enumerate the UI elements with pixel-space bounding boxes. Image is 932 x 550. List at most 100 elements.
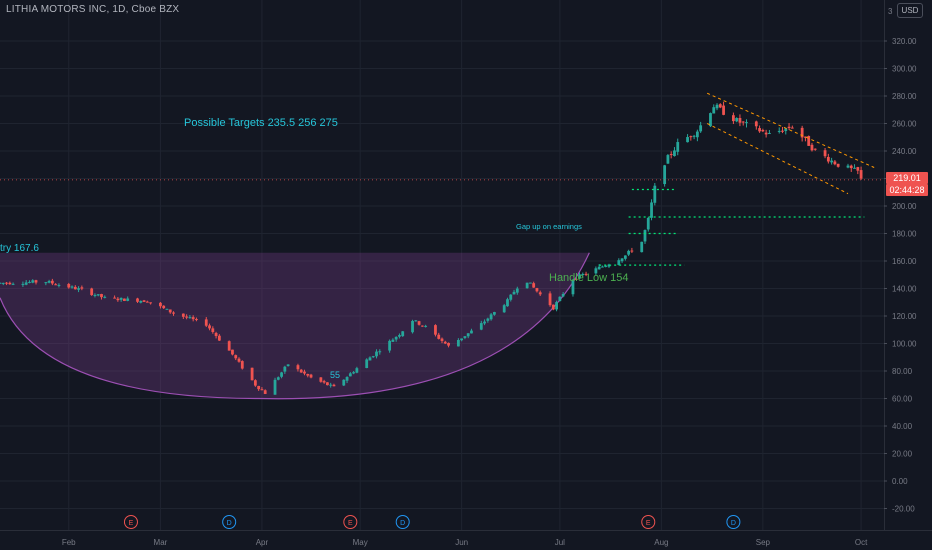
candle-body xyxy=(54,284,58,286)
candle-body xyxy=(309,374,313,378)
candle-body xyxy=(486,318,490,321)
grid xyxy=(0,0,884,530)
candle-body xyxy=(394,336,398,340)
y-tick-label: 100.00 xyxy=(892,340,917,349)
cup-depth-annotation: 55 xyxy=(330,370,340,380)
candle-body xyxy=(686,137,689,143)
candle-body xyxy=(57,284,61,286)
y-tick-label: 180.00 xyxy=(892,230,917,239)
candle-body xyxy=(551,304,555,310)
candles xyxy=(0,101,863,395)
candle-body xyxy=(342,379,346,386)
candle-body xyxy=(689,136,693,138)
candle-body xyxy=(5,282,8,284)
candle-body xyxy=(479,323,483,330)
candle-body xyxy=(738,117,742,123)
candle-body xyxy=(191,317,195,320)
candle-body xyxy=(741,121,745,123)
candle-body xyxy=(50,280,54,284)
event-marker-label: E xyxy=(348,520,353,527)
candle-body xyxy=(830,160,834,163)
candle-body xyxy=(836,163,840,167)
candle-body xyxy=(11,283,15,285)
candle-body xyxy=(532,283,536,288)
candle-body xyxy=(643,230,647,242)
candle-body xyxy=(365,359,369,368)
candle-body xyxy=(195,319,198,321)
candle-body xyxy=(810,144,814,151)
earnings-event-icon xyxy=(641,515,656,529)
candle-body xyxy=(463,336,467,338)
candle-body xyxy=(538,292,542,295)
candle-body xyxy=(512,291,516,295)
candle-body xyxy=(142,300,146,302)
y-tick-label: 80.00 xyxy=(892,367,913,376)
candle-body xyxy=(715,104,719,109)
event-marker-label: D xyxy=(227,520,232,527)
candle-body xyxy=(492,312,496,315)
candle-body xyxy=(764,132,768,135)
candle-body xyxy=(712,107,716,114)
candle-body xyxy=(420,325,424,327)
gap-annotation: Gap up on earnings xyxy=(516,222,582,231)
candle-body xyxy=(329,384,333,386)
candle-body xyxy=(833,161,837,165)
candle-body xyxy=(470,330,473,334)
candle-body xyxy=(34,280,38,283)
candle-body xyxy=(506,299,509,307)
candle-body xyxy=(440,338,444,341)
event-marker-label: D xyxy=(400,520,405,527)
candle-body xyxy=(1,282,5,284)
candle-body xyxy=(604,265,608,267)
candle-body xyxy=(73,286,77,290)
candle-body xyxy=(93,294,97,296)
currency-badge[interactable]: USD xyxy=(897,3,923,18)
candle-body xyxy=(718,104,722,108)
candle-body xyxy=(411,320,414,333)
candle-body xyxy=(846,165,850,168)
y-tick-label: 140.00 xyxy=(892,285,917,294)
candle-body xyxy=(781,130,784,132)
candle-body xyxy=(28,281,31,283)
candle-body xyxy=(286,364,290,367)
candle-body xyxy=(296,365,300,370)
candle-body xyxy=(437,334,441,339)
handle-annotation: Handle Low 154 xyxy=(549,272,629,284)
candle-body xyxy=(181,313,185,317)
candle-body xyxy=(745,122,748,124)
candle-body xyxy=(378,351,382,353)
candle-body xyxy=(303,371,306,374)
candle-body xyxy=(617,260,621,265)
candle-body xyxy=(67,283,71,288)
y-tick-label: 240.00 xyxy=(892,147,917,156)
candle-body xyxy=(260,389,264,391)
candle-body xyxy=(859,170,863,179)
candle-body xyxy=(627,250,631,255)
candle-body xyxy=(319,377,323,382)
candle-body xyxy=(777,130,781,132)
candle-body xyxy=(754,121,758,127)
candle-body xyxy=(447,342,450,346)
candle-body xyxy=(584,273,588,275)
candle-body xyxy=(47,281,51,283)
time-axis-bg xyxy=(0,530,932,550)
candle-body xyxy=(594,268,598,274)
candle-body xyxy=(466,333,470,337)
y-tick-label: 300.00 xyxy=(892,65,917,74)
dividend-event-icon xyxy=(222,515,237,529)
candle-body xyxy=(371,356,375,358)
candle-body xyxy=(240,361,244,369)
candle-body xyxy=(692,135,696,137)
candle-body xyxy=(332,384,336,387)
cup-curve xyxy=(0,252,590,400)
price-axis-bg xyxy=(884,0,932,550)
candle-body xyxy=(31,280,35,283)
candle-body xyxy=(826,156,830,162)
candle-body xyxy=(669,154,673,156)
candle-body xyxy=(250,367,254,381)
candle-body xyxy=(231,349,234,355)
candle-body xyxy=(352,372,355,374)
x-tick-label: Jul xyxy=(555,538,565,547)
